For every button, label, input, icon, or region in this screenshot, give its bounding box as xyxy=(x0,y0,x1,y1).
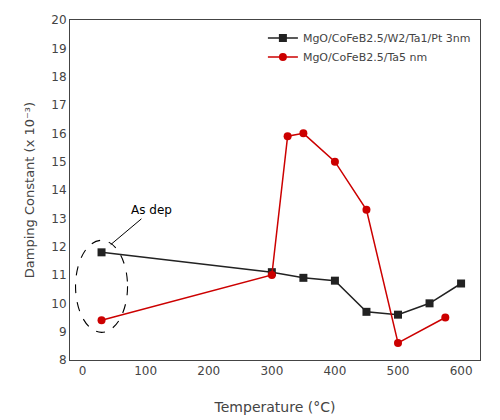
svg-text:13: 13 xyxy=(51,212,66,226)
svg-text:200: 200 xyxy=(197,364,220,378)
svg-text:MgO/CoFeB2.5/Ta5 nm: MgO/CoFeB2.5/Ta5 nm xyxy=(303,51,427,64)
svg-text:100: 100 xyxy=(134,364,157,378)
svg-text:10: 10 xyxy=(51,297,66,311)
svg-text:300: 300 xyxy=(260,364,283,378)
svg-text:400: 400 xyxy=(323,364,346,378)
svg-text:0: 0 xyxy=(79,364,87,378)
svg-text:18: 18 xyxy=(51,70,66,84)
svg-text:Temperature (°C): Temperature (°C) xyxy=(214,399,336,415)
svg-text:8: 8 xyxy=(59,353,67,367)
svg-text:11: 11 xyxy=(51,268,66,282)
svg-text:500: 500 xyxy=(387,364,410,378)
svg-text:As dep: As dep xyxy=(131,203,172,217)
svg-text:16: 16 xyxy=(51,127,66,141)
svg-text:12: 12 xyxy=(51,240,66,254)
svg-text:14: 14 xyxy=(51,183,66,197)
svg-text:MgO/CoFeB2.5/W2/Ta1/Pt 3nm: MgO/CoFeB2.5/W2/Ta1/Pt 3nm xyxy=(303,32,471,45)
svg-text:Damping Constant (x 10⁻³): Damping Constant (x 10⁻³) xyxy=(22,102,37,278)
svg-text:9: 9 xyxy=(59,325,67,339)
svg-text:19: 19 xyxy=(51,42,66,56)
svg-text:15: 15 xyxy=(51,155,66,169)
svg-text:17: 17 xyxy=(51,98,66,112)
svg-text:600: 600 xyxy=(450,364,473,378)
svg-text:20: 20 xyxy=(51,13,66,27)
